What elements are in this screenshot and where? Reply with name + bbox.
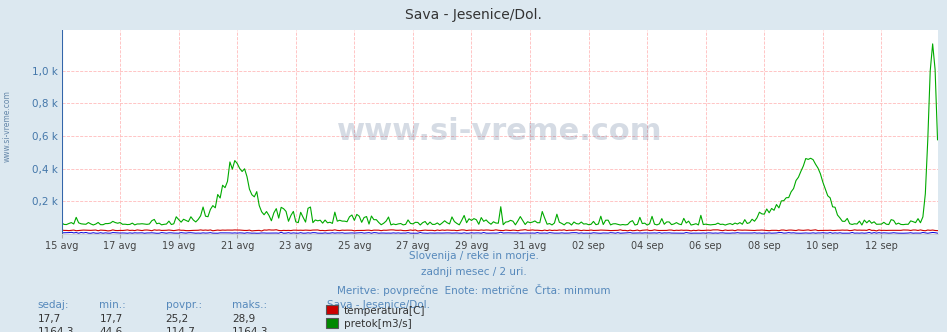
Text: Sava - Jesenice/Dol.: Sava - Jesenice/Dol. xyxy=(405,8,542,22)
Text: zadnji mesec / 2 uri.: zadnji mesec / 2 uri. xyxy=(420,267,527,277)
Text: min.:: min.: xyxy=(99,300,126,310)
Text: 44,6: 44,6 xyxy=(99,327,123,332)
Text: 114,7: 114,7 xyxy=(166,327,196,332)
Text: maks.:: maks.: xyxy=(232,300,267,310)
Text: Sava - Jesenice/Dol.: Sava - Jesenice/Dol. xyxy=(327,300,430,310)
Text: 25,2: 25,2 xyxy=(166,314,189,324)
Text: pretok[m3/s]: pretok[m3/s] xyxy=(344,319,412,329)
Text: 17,7: 17,7 xyxy=(38,314,62,324)
Text: Meritve: povprečne  Enote: metrične  Črta: minmum: Meritve: povprečne Enote: metrične Črta:… xyxy=(337,284,610,296)
Text: 1164,3: 1164,3 xyxy=(232,327,269,332)
Text: 17,7: 17,7 xyxy=(99,314,123,324)
Text: povpr.:: povpr.: xyxy=(166,300,202,310)
Text: 1164,3: 1164,3 xyxy=(38,327,75,332)
Text: 28,9: 28,9 xyxy=(232,314,256,324)
Text: www.si-vreme.com: www.si-vreme.com xyxy=(3,90,12,162)
Text: www.si-vreme.com: www.si-vreme.com xyxy=(337,118,662,146)
Text: Slovenija / reke in morje.: Slovenija / reke in morje. xyxy=(408,251,539,261)
Text: temperatura[C]: temperatura[C] xyxy=(344,306,425,316)
Text: sedaj:: sedaj: xyxy=(38,300,69,310)
